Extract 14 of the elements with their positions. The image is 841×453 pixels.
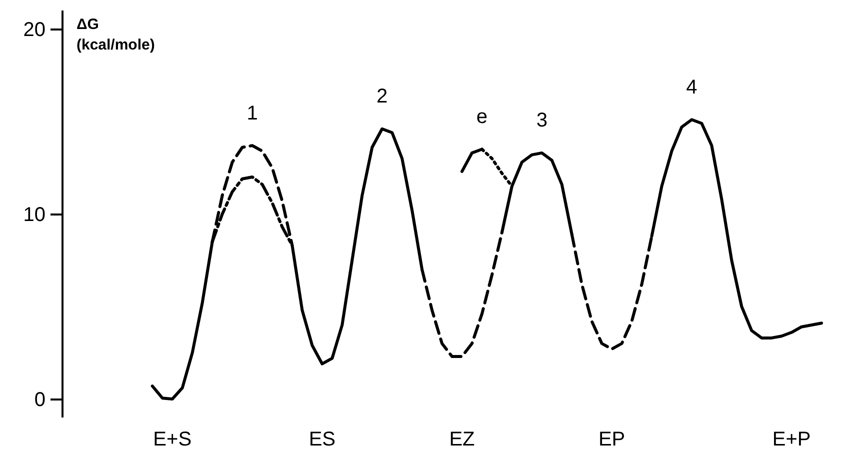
x-tick-label: E+S bbox=[153, 428, 192, 450]
x-tick-label: E+P bbox=[772, 428, 811, 450]
annotation: 3 bbox=[536, 110, 548, 132]
y-tick-label: 20 bbox=[23, 19, 46, 41]
y-tick-label: 0 bbox=[34, 389, 46, 411]
annotation: e bbox=[476, 106, 488, 128]
annotation: 4 bbox=[686, 76, 698, 98]
x-tick-label: EP bbox=[598, 428, 626, 450]
y-axis-title: ΔG (kcal/mole) bbox=[76, 16, 155, 54]
annotation: 2 bbox=[376, 86, 388, 108]
x-tick-label: EZ bbox=[449, 428, 475, 450]
annotation: 1 bbox=[246, 102, 258, 124]
x-tick-label: ES bbox=[308, 428, 336, 450]
y-tick-label: 10 bbox=[23, 204, 46, 226]
